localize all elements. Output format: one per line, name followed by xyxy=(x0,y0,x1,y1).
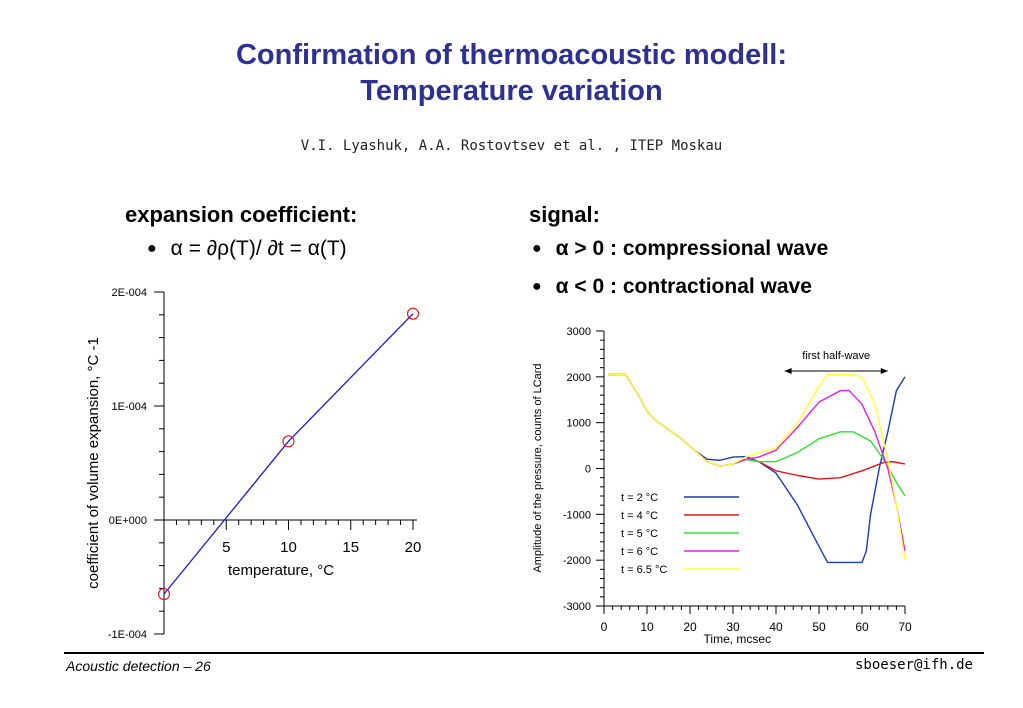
legend-label: t = 5 °C xyxy=(621,528,658,540)
y-tick-label: -3000 xyxy=(563,601,591,613)
x-tick-label: 20 xyxy=(683,620,697,634)
x-tick-label: 70 xyxy=(898,620,912,634)
x-tick-label: 20 xyxy=(405,539,422,556)
data-point xyxy=(157,588,171,601)
right-bullet-2: ● α < 0 : contractional wave xyxy=(532,275,812,299)
footer-divider xyxy=(64,652,984,654)
right-bullet-1: ● α > 0 : compressional wave xyxy=(532,237,828,261)
x-tick-label: 5 xyxy=(222,539,230,556)
x-tick-label: 15 xyxy=(342,539,359,556)
x-tick-label: 10 xyxy=(640,620,654,634)
x-tick-label: 60 xyxy=(855,620,869,634)
formula-text: α = ∂ρ(T)/ ∂t = α(T) xyxy=(170,237,347,260)
footer-email: sboeser@ifh.de xyxy=(854,657,973,673)
slide-title-line2: Temperature variation xyxy=(360,75,663,107)
y-tick-label: 1E-004 xyxy=(112,401,147,413)
legend-label: t = 4 °C xyxy=(621,510,658,522)
legend-label: t = 6.5 °C xyxy=(621,564,667,576)
y-axis-label: coefficient of volume expansion, °C -1 xyxy=(85,337,102,589)
series-line xyxy=(608,373,906,552)
annotation-arrow-head-left xyxy=(784,368,792,374)
x-axis-label: Time, mcsec xyxy=(704,632,772,646)
x-axis-label: temperature, °C xyxy=(228,562,334,579)
slide-title-line1: Confirmation of thermoacoustic modell: xyxy=(235,39,788,71)
data-point xyxy=(282,435,295,448)
series-line xyxy=(608,373,906,480)
annotation-label: first half-wave xyxy=(802,350,870,362)
legend-label: t = 6 °C xyxy=(621,546,658,558)
y-tick-label: 1000 xyxy=(567,418,591,430)
series-line xyxy=(608,373,906,561)
y-tick-label: -1000 xyxy=(563,509,591,521)
left-heading: expansion coefficient: xyxy=(125,202,358,227)
series-line xyxy=(608,373,906,564)
y-tick-label: 0 xyxy=(585,464,591,476)
fit-line xyxy=(163,313,414,595)
data-point xyxy=(406,307,420,320)
series-line xyxy=(608,373,906,497)
x-tick-label: 10 xyxy=(280,539,297,556)
left-bullet: ● α = ∂ρ(T)/ ∂t = α(T) xyxy=(147,237,347,261)
authors: V.I. Lyashuk, A.A. Rostovtsev et al. , I… xyxy=(300,138,723,154)
x-tick-label: 40 xyxy=(769,620,783,634)
annotation-arrow-head-right xyxy=(880,368,888,374)
y-tick-label: 3000 xyxy=(567,326,591,338)
y-tick-label: 0E+000 xyxy=(109,515,147,527)
y-tick-label: 2000 xyxy=(567,372,591,384)
legend-label: t = 2 °C xyxy=(621,492,658,504)
y-axis-label: Amplitude of the pressure, counts of LCa… xyxy=(532,363,544,572)
bullet-dot: ● xyxy=(532,240,542,257)
y-tick-label: -2000 xyxy=(563,555,591,567)
x-tick-label: 50 xyxy=(812,620,826,634)
x-tick-label: 0 xyxy=(601,620,608,634)
bullet-text: α > 0 : compressional wave xyxy=(555,237,829,260)
bullet-dot: ● xyxy=(147,240,157,257)
bullet-text: α < 0 : contractional wave xyxy=(555,275,812,298)
right-heading: signal: xyxy=(529,202,600,227)
x-tick-label: 30 xyxy=(726,620,740,634)
y-tick-label: -1E-004 xyxy=(108,629,147,641)
y-tick-label: 2E-004 xyxy=(112,287,147,299)
bullet-dot: ● xyxy=(532,278,542,295)
footer-left: Acoustic detection – 26 xyxy=(66,658,211,674)
